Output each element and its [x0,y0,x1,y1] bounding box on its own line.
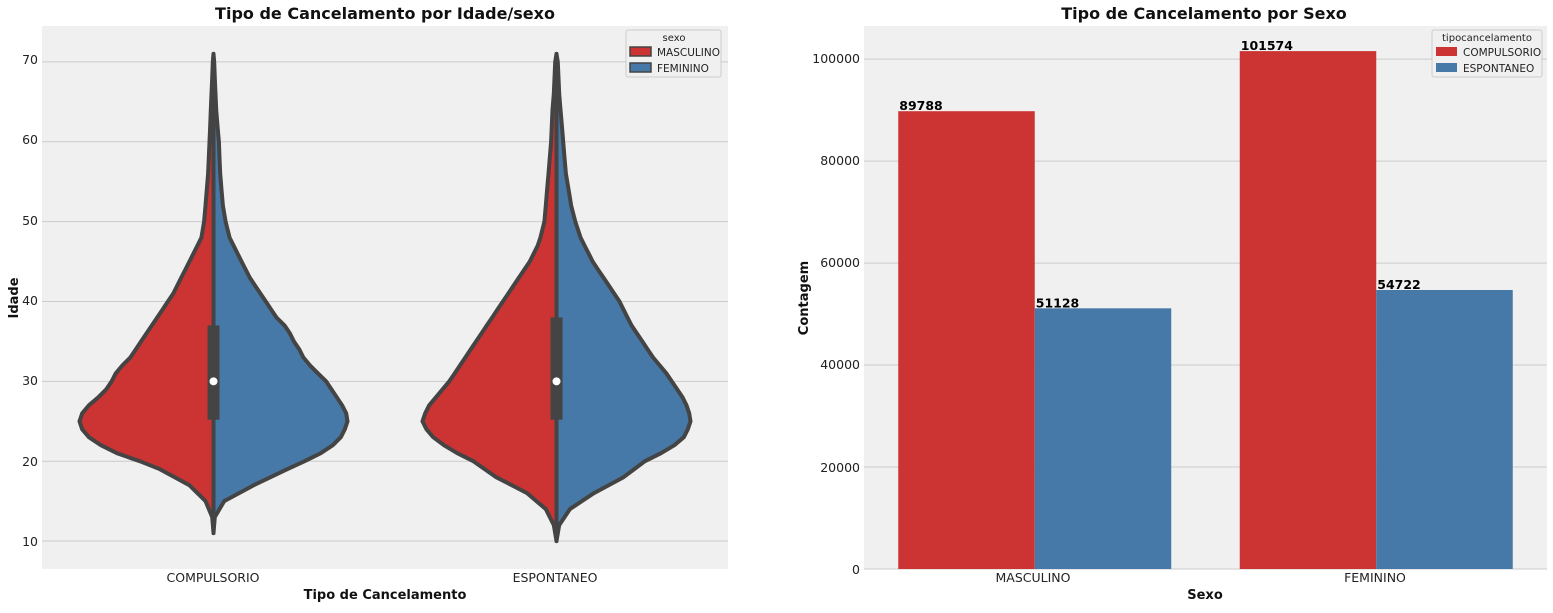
bar-chart-title: Tipo de Cancelamento por Sexo [1061,4,1347,23]
violin-inner-boxes [207,69,563,526]
bar-ytick-80000: 80000 [820,153,860,168]
bar-feminino-compulsorio [1239,51,1377,569]
violin-ytick-30: 30 [22,373,38,388]
violin-legend-label-masculino: MASCULINO [657,47,720,59]
violin-xtick-espontaneo: ESPONTANEO [513,570,598,585]
violin-ytick-70: 70 [22,52,38,67]
violin-iqr-box-compulsorio [207,325,220,420]
violin-plot-area [42,26,728,569]
bar-ytick-60000: 60000 [820,255,860,270]
bar-masculino-compulsorio [898,111,1035,569]
violin-xtick-compulsorio: COMPULSORIO [167,570,260,585]
violin-half-masculino-espontaneo [420,51,559,544]
bar-legend: tipocancelamento COMPULSORIO ESPONTANEO [1431,29,1543,78]
bar-ytick-40000: 40000 [820,357,860,372]
data-label-feminino-compulsorio: 101574 [1241,38,1293,53]
violin-legend-title: sexo [663,33,686,44]
data-label-feminino-espontaneo: 54722 [1377,277,1421,292]
bar-xtick-feminino: FEMININO [1344,570,1406,585]
violin-legend-swatch-feminino [629,62,652,73]
bar-legend-title: tipocancelamento [1442,33,1532,44]
bar-ylabel: Contagem [797,261,812,335]
violin-legend-label-feminino: FEMININO [657,63,709,75]
violin-legend: sexo MASCULINO FEMININO [625,29,722,78]
bar-legend-label-espontaneo: ESPONTANEO [1463,63,1534,75]
violin-legend-swatch-masculino [629,46,652,57]
violin-bodies [77,51,693,544]
violin-ylabel: Idade [7,277,22,318]
bar-legend-swatch-espontaneo [1436,63,1457,72]
violin-iqr-box-espontaneo [550,317,563,420]
violin-half-feminino-compulsorio [211,51,350,536]
data-label-masculino-espontaneo: 51128 [1036,295,1080,310]
bar-ytick-100000: 100000 [812,51,860,66]
violin-half-masculino-compulsorio [77,51,216,536]
violin-chart: Tipo de Cancelamento por Idade/sexo 10 2… [7,4,728,603]
data-label-masculino-compulsorio: 89788 [899,98,943,113]
violin-ytick-20: 20 [22,454,38,469]
bar-bars [898,51,1513,569]
violin-median-dot-espontaneo [552,377,561,386]
violin-half-feminino-espontaneo [554,51,693,544]
bar-ytick-0: 0 [852,562,860,577]
bar-feminino-espontaneo [1376,289,1513,569]
violin-ytick-10: 10 [22,534,38,549]
bar-masculino-espontaneo [1034,308,1172,569]
bar-ytick-20000: 20000 [820,460,860,475]
bar-legend-box [1431,29,1543,78]
bar-data-labels: 89788 101574 51128 54722 [899,38,1421,310]
violin-chart-title: Tipo de Cancelamento por Idade/sexo [215,4,555,23]
bar-legend-label-compulsorio: COMPULSORIO [1463,47,1541,59]
bar-xlabel: Sexo [1187,588,1223,603]
violin-ytick-50: 50 [22,213,38,228]
violin-median-dot-compulsorio [209,377,218,386]
bar-xtick-masculino: MASCULINO [996,570,1071,585]
bar-chart: Tipo de Cancelamento por Sexo 0 20000 40… [797,4,1547,603]
violin-xlabel: Tipo de Cancelamento [304,588,467,603]
violin-ytick-40: 40 [22,293,38,308]
bar-legend-swatch-compulsorio [1436,47,1457,56]
violin-ytick-60: 60 [22,132,38,147]
